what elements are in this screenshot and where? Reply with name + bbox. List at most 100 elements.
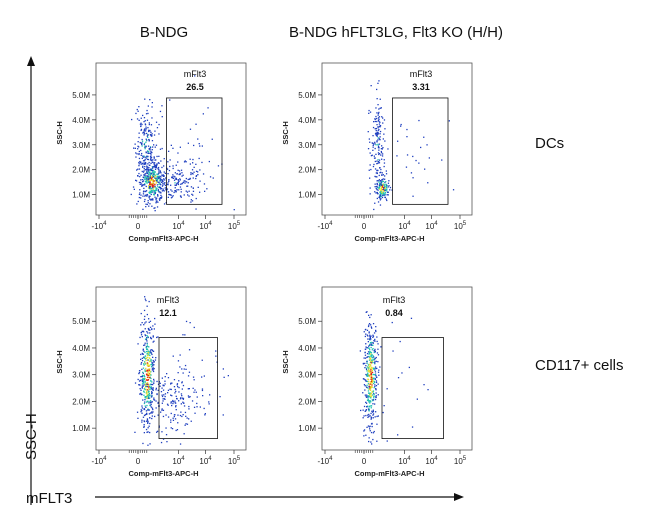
event-dot [144,380,146,382]
event-dot [138,380,141,382]
event-dot [154,207,156,209]
event-dot [380,182,382,184]
event-dot [148,357,150,359]
event-dot [149,183,151,186]
event-dot [152,350,155,352]
event-dot [145,385,147,388]
event-dot [380,150,382,153]
event-dot [149,190,151,192]
event-dot [378,181,380,183]
gate-rectangle[interactable] [392,97,449,205]
event-dot [148,171,150,173]
event-dot [156,336,158,339]
event-dot [143,142,146,145]
event-dot [144,370,146,373]
event-dot [146,343,148,345]
event-dot [208,403,210,405]
event-dot [373,143,375,145]
event-dot [377,152,380,154]
event-dot [147,372,149,374]
event-dot [372,417,374,419]
event-dot [170,412,172,415]
event-dot [180,196,182,198]
event-dot [139,160,141,163]
event-dot [384,196,386,199]
event-dot [378,123,381,125]
event-dot [373,157,376,159]
event-dot [143,174,146,176]
event-dot [374,398,377,401]
event-dot [157,195,159,197]
event-dot [153,398,155,401]
event-dot [374,403,376,405]
event-dot [188,371,191,373]
event-dot [163,190,165,192]
y-tick-label: 4.0M [72,344,90,353]
event-dot [185,190,187,192]
event-dot [149,377,151,379]
event-dot [367,372,369,374]
event-dot [203,183,206,185]
gate-rectangle[interactable] [158,337,218,439]
event-dot [366,406,368,408]
event-dot [167,173,169,175]
event-dot [151,168,153,170]
event-dot [175,177,177,179]
event-dot [372,390,375,392]
event-dot [371,371,374,374]
event-dot [166,183,168,186]
event-dot [154,176,156,178]
event-dot [147,345,149,348]
event-dot [369,392,371,394]
event-dot [145,163,147,165]
event-dot [156,380,158,383]
event-dot [167,389,170,391]
event-dot [376,186,379,188]
event-dot [374,141,376,143]
event-dot [369,141,371,143]
event-dot [374,202,376,204]
event-dot [156,393,158,396]
event-dot [140,129,142,131]
gate-rectangle[interactable] [381,337,444,439]
event-dot [147,385,149,388]
event-dot [203,375,205,377]
event-dot [172,355,174,357]
event-dot [150,150,152,153]
event-dot [374,175,376,178]
event-dot [156,163,158,165]
global-y-axis-arrowhead [27,56,35,66]
event-dot [153,361,155,363]
event-dot [148,409,150,411]
event-dot [370,416,372,418]
gate-rectangle[interactable] [166,97,223,205]
event-dot [130,193,132,196]
event-dot [146,362,148,364]
event-dot [379,98,381,100]
event-dot [155,121,158,123]
event-dot [161,402,163,404]
event-dot [382,184,384,186]
event-dot [140,128,143,131]
event-dot [154,171,156,174]
event-dot [144,158,146,161]
event-dot [178,189,180,191]
event-dot [148,187,151,189]
event-dot [154,180,156,182]
event-dot [137,378,139,381]
event-dot [365,311,367,313]
event-dot [155,164,157,167]
event-dot [175,395,177,397]
event-dot [375,127,377,130]
event-dot [153,368,155,370]
event-dot [142,380,144,382]
event-dot [144,334,146,336]
event-dot [385,170,387,172]
event-dot [377,159,379,161]
event-dot [144,175,146,178]
event-dot [198,157,200,160]
event-dot [160,178,162,181]
event-dot [149,147,152,149]
event-dot [177,422,179,424]
event-dot [179,366,181,368]
